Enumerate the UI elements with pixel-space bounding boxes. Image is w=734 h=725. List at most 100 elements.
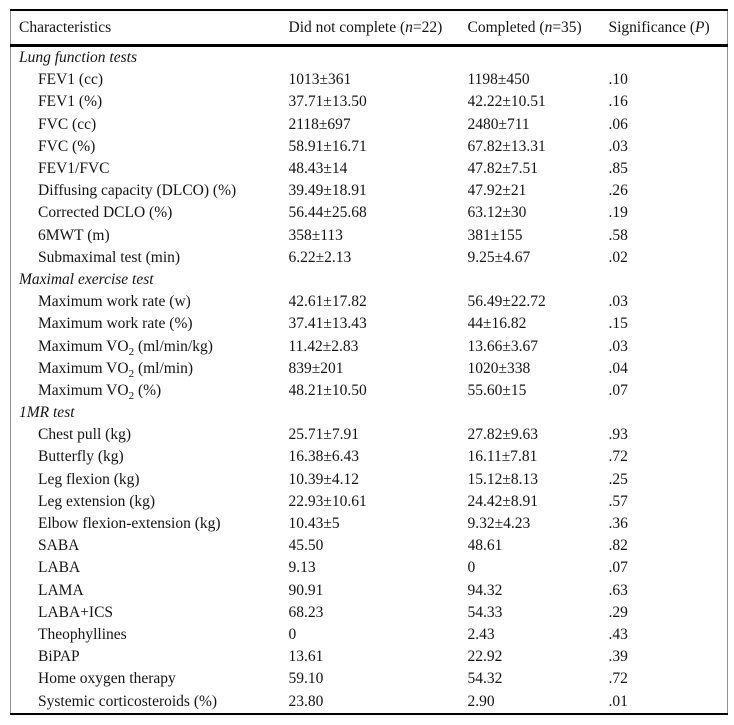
table-row: FVC (cc) 2118±697 2480±711 .06: [11, 114, 728, 136]
row-label: BiPAP: [11, 646, 289, 668]
row-value-completed: 1020±338: [467, 359, 531, 377]
row-value-completed: 0: [467, 559, 476, 577]
row-label: Maximum VO2 (%): [11, 380, 289, 402]
row-label-text: (ml/min/kg): [134, 337, 213, 355]
row-p-value: [609, 269, 728, 291]
row-value-completed: 44±16.82: [467, 315, 527, 333]
row-value-did-not-complete: 13.61: [288, 648, 324, 666]
row-value-completed: 55.60±15: [467, 381, 527, 399]
row-label: FVC (%): [11, 136, 289, 158]
row-value-did-not-complete: 839±201: [288, 359, 344, 377]
table-row: Maximum VO2 (%) 48.21±10.50 55.60±15 .07: [11, 380, 728, 402]
header-text: Completed (: [467, 18, 545, 36]
row-value-completed: 381±155: [467, 226, 523, 244]
row-value-did-not-complete: 25.71±7.91: [288, 426, 360, 444]
header-did-not-complete: Did not complete (n=22): [288, 10, 468, 47]
row-value-did-not-complete: 90.91: [288, 581, 324, 599]
table-row: 1MR test: [11, 402, 728, 424]
row-label: LAMA: [11, 580, 289, 602]
row-label-text: FEV1 (%): [38, 93, 103, 111]
row-p-value: .04: [608, 359, 628, 377]
comparison-table-container: Characteristics Did not complete (n=22) …: [10, 9, 728, 715]
row-label: Submaximal test (min): [11, 247, 289, 269]
header-italic-text: n: [544, 18, 553, 36]
row-label: Elbow flexion-extension (kg): [11, 513, 289, 535]
row-value-completed: 9.32±4.23: [467, 515, 531, 533]
table-row: FVC (%) 58.91±16.71 67.82±13.31 .03: [11, 136, 728, 158]
row-value-did-not-complete: 58.91±16.71: [288, 137, 367, 155]
table-row: Maximum work rate (%) 37.41±13.43 44±16.…: [11, 313, 728, 335]
table-row: Maximum VO2 (ml/min) 839±201 1020±338 .0…: [11, 358, 728, 380]
row-label-text: FVC (cc): [38, 115, 97, 133]
table-row: Elbow flexion-extension (kg) 10.43±5 9.3…: [11, 513, 728, 535]
row-p-value: .43: [608, 625, 628, 643]
row-label-text: Corrected DCLO (%): [38, 204, 173, 222]
table-row: FEV1 (cc) 1013±361 1198±450 .10: [11, 69, 728, 91]
header-text: ): [704, 18, 710, 36]
row-label-text: LAMA: [38, 581, 84, 599]
row-label: FEV1 (%): [11, 91, 289, 113]
row-value-did-not-complete: 39.49±18.91: [288, 182, 367, 200]
row-label: 1MR test: [11, 402, 289, 424]
table-row: Systemic corticosteroids (%) 23.80 2.90 …: [11, 690, 728, 713]
row-label-text: SABA: [38, 537, 80, 555]
row-value-did-not-complete: 23.80: [288, 692, 324, 710]
row-value-completed: 2480±711: [467, 115, 530, 133]
row-value-completed: 27.82±9.63: [467, 426, 539, 444]
header-text: =22): [412, 18, 443, 36]
table-row: Corrected DCLO (%) 56.44±25.68 63.12±30 …: [11, 202, 728, 224]
row-value-completed: 2.43: [467, 625, 495, 643]
row-label-subscript: 2: [128, 390, 135, 402]
row-value-did-not-complete: [289, 402, 468, 424]
row-label-text: Maximum work rate (w): [38, 293, 191, 311]
header-italic-text: n: [405, 18, 413, 36]
row-label-subscript: 2: [128, 345, 135, 358]
header-italic-text: P: [695, 18, 705, 36]
row-p-value: [609, 402, 728, 424]
row-value-completed: 47.82±7.51: [467, 160, 539, 178]
row-label-text: 1MR test: [19, 404, 75, 422]
table-row: Leg extension (kg) 22.93±10.61 24.42±8.9…: [11, 491, 728, 513]
table-row: SABA 45.50 48.61 .82: [11, 535, 728, 557]
row-label-text: Home oxygen therapy: [38, 670, 176, 688]
row-p-value: .93: [608, 426, 628, 444]
row-label: FEV1/FVC: [11, 158, 289, 180]
row-label-text: FEV1/FVC: [38, 160, 110, 178]
row-label-text: Theophyllines: [38, 625, 127, 643]
row-p-value: .85: [608, 160, 628, 178]
row-value-completed: 54.33: [467, 603, 503, 621]
row-p-value: .07: [608, 559, 628, 577]
row-label: Theophyllines: [11, 624, 289, 646]
row-value-did-not-complete: 59.10: [288, 670, 324, 688]
row-value-did-not-complete: 42.61±17.82: [288, 293, 367, 311]
row-value-completed: 15.12±8.13: [467, 470, 539, 488]
table-row: FEV1 (%) 37.71±13.50 42.22±10.51 .16: [11, 91, 728, 113]
row-value-did-not-complete: 0: [288, 625, 297, 643]
row-p-value: .19: [608, 204, 628, 222]
row-p-value: .03: [608, 337, 628, 355]
row-value-did-not-complete: 48.43±14: [288, 160, 348, 178]
row-value-did-not-complete: 9.13: [288, 559, 316, 577]
row-p-value: .15: [608, 315, 628, 333]
row-label: Chest pull (kg): [11, 424, 289, 446]
row-value-did-not-complete: 1013±361: [288, 71, 352, 89]
table-row: Leg flexion (kg) 10.39±4.12 15.12±8.13 .…: [11, 469, 728, 491]
row-p-value: .07: [608, 381, 628, 399]
row-value-did-not-complete: [289, 46, 468, 70]
row-p-value: .72: [608, 670, 628, 688]
row-label-text: Chest pull (kg): [38, 426, 131, 444]
row-label-text: Elbow flexion-extension (kg): [38, 515, 221, 533]
row-label-text: Systemic corticosteroids (%): [38, 692, 218, 710]
row-label: Leg flexion (kg): [11, 469, 289, 491]
row-p-value: .39: [608, 648, 628, 666]
header-text: =35): [552, 18, 582, 36]
row-p-value: .58: [608, 226, 628, 244]
row-p-value: .06: [608, 115, 628, 133]
row-p-value: .63: [608, 581, 628, 599]
row-label-text: BiPAP: [38, 648, 80, 666]
row-value-did-not-complete: [289, 269, 468, 291]
row-label-text: Lung function tests: [19, 49, 137, 67]
row-p-value: .26: [608, 182, 628, 200]
table-row: Maximal exercise test: [11, 269, 728, 291]
table-row: Home oxygen therapy 59.10 54.32 .72: [11, 668, 728, 690]
